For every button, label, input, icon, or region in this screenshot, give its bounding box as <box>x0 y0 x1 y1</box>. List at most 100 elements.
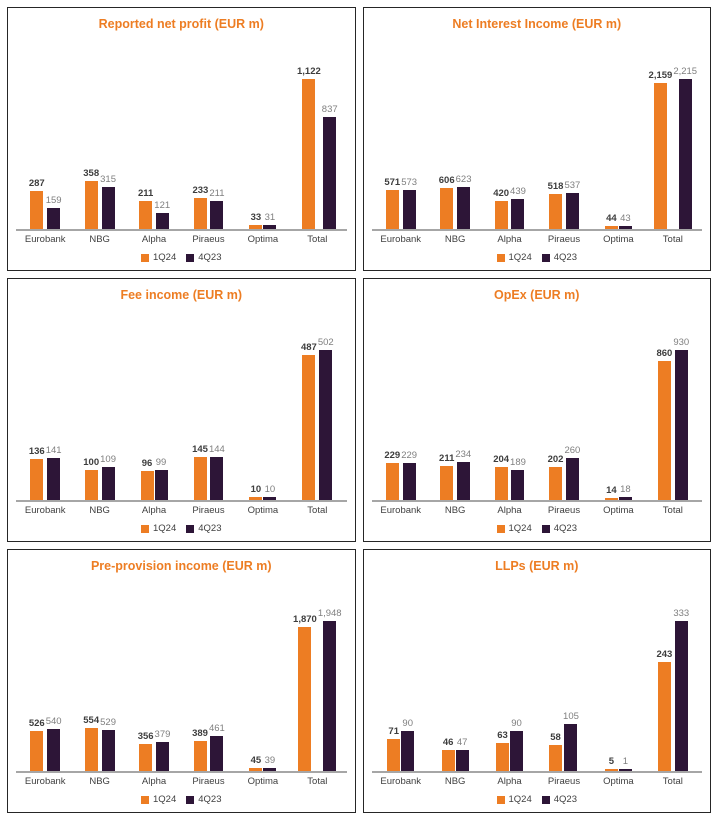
legend-item-4q23: 4Q23 <box>186 523 222 534</box>
bar-pair: 860 930 <box>656 337 689 500</box>
category-label: Optima <box>247 776 279 787</box>
category-label: Optima <box>603 234 634 245</box>
bar-wrap: 518 <box>548 181 563 229</box>
chart-title: OpEx (EUR m) <box>494 288 580 302</box>
bar <box>511 469 525 500</box>
category-label: Piraeus <box>547 776 581 787</box>
chart-title: Fee income (EUR m) <box>120 288 243 302</box>
bar-wrap: 420 <box>493 188 509 229</box>
bar-group: 389 461 <box>181 723 235 771</box>
bar <box>385 463 399 500</box>
bar <box>298 627 312 771</box>
bar-pair: 1,870 1,948 <box>293 608 342 771</box>
bar-value-label: 420 <box>493 187 510 199</box>
bar-wrap: 46 <box>441 737 455 771</box>
bar <box>101 730 115 771</box>
legend-item-1q24: 1Q24 <box>496 252 532 263</box>
bar <box>511 199 525 229</box>
bar-value-label: 46 <box>442 737 454 749</box>
bar <box>385 190 399 229</box>
bar-wrap: 860 <box>656 348 672 500</box>
bar-wrap: 10 <box>263 484 277 500</box>
bar-wrap: 10 <box>249 484 263 500</box>
bar <box>30 459 44 500</box>
bar <box>47 457 61 500</box>
bar <box>604 226 618 229</box>
bar <box>496 742 510 771</box>
bar-group: 571 573 <box>374 177 428 229</box>
bar-group: 287 159 <box>18 178 72 229</box>
category-label: Piraeus <box>192 776 225 787</box>
bar <box>101 186 115 229</box>
legend-item-1q24: 1Q24 <box>496 794 532 805</box>
bar-pair: 526 540 <box>29 716 62 771</box>
bar <box>193 456 207 500</box>
legend-label-1q24: 1Q24 <box>508 252 532 263</box>
bar-wrap: 1,948 <box>318 608 342 771</box>
legend-item-4q23: 4Q23 <box>186 794 222 805</box>
legend-label-1q24: 1Q24 <box>508 523 532 534</box>
bar-value-label: 141 <box>45 444 62 456</box>
panel-reported-net-profit: Reported net profit (EUR m) 287 159 358 315… <box>7 7 356 271</box>
bar-wrap: 109 <box>100 454 116 500</box>
bar-group: 96 99 <box>127 457 181 500</box>
category-label: NBG <box>89 234 110 245</box>
bar-wrap: 234 <box>455 449 471 500</box>
legend: 1Q24 4Q23 <box>16 252 347 263</box>
bar-wrap: 526 <box>29 718 45 771</box>
bar-value-label: 159 <box>45 194 62 206</box>
bar-group: 2,159 2,215 <box>646 66 700 229</box>
bar-pair: 389 461 <box>192 723 225 771</box>
bar <box>549 744 563 771</box>
bar-group: 1,870 1,948 <box>290 608 344 771</box>
bar-wrap: 554 <box>83 715 99 771</box>
bar <box>210 735 224 771</box>
bar-pair: 233 211 <box>192 185 224 229</box>
bar <box>618 769 632 771</box>
bar-value-label: 211 <box>439 453 455 464</box>
bar-wrap: 204 <box>493 454 509 500</box>
legend-label-1q24: 1Q24 <box>508 794 532 805</box>
bar-value-label: 439 <box>510 186 526 198</box>
panel-opex: OpEx (EUR m) 229 229 211 234 204 189 202 260 14 1… <box>362 278 711 542</box>
category-label: Total <box>662 776 683 787</box>
bar-wrap: 287 <box>29 178 45 229</box>
legend-label-1q24: 1Q24 <box>153 523 177 534</box>
bar-pair: 45 39 <box>249 755 277 771</box>
bar <box>455 749 469 771</box>
bar-value-label: 529 <box>100 717 116 729</box>
bar-wrap: 260 <box>564 445 580 500</box>
bar-pair: 211 121 <box>138 188 170 229</box>
bar <box>456 462 470 500</box>
bar-group: 358 315 <box>72 168 126 229</box>
bar <box>604 768 618 771</box>
category-label: Optima <box>247 505 279 516</box>
legend-swatch-4q23-icon <box>186 524 195 533</box>
bar-wrap: 5 <box>604 756 618 771</box>
bar-wrap: 90 <box>401 718 415 771</box>
bar-wrap: 2,215 <box>673 66 697 229</box>
legend-label-4q23: 4Q23 <box>553 794 577 805</box>
bar-group: 518 537 <box>537 180 591 229</box>
bar-value-label: 333 <box>673 608 690 619</box>
bar-pair: 46 47 <box>441 737 469 771</box>
legend-swatch-4q23-icon <box>541 253 550 262</box>
bar-wrap: 71 <box>387 726 401 771</box>
bar <box>47 729 61 771</box>
bar <box>674 350 688 500</box>
panel-fee-income: Fee income (EUR m) 136 141 100 109 96 99 145 14… <box>7 278 356 542</box>
bar-value-label: 90 <box>511 717 522 729</box>
bar-pair: 71 90 <box>387 718 415 771</box>
bar-group: 10 10 <box>236 484 290 500</box>
bar-pair: 100 109 <box>83 454 116 500</box>
bar-wrap: 571 <box>384 177 400 229</box>
category-label: Total <box>307 776 328 787</box>
bar-value-label: 109 <box>100 454 116 466</box>
category-label: Optima <box>603 776 634 787</box>
legend-swatch-4q23-icon <box>186 253 195 262</box>
x-axis: Eurobank NBG Alpha Piraeus Optima Total <box>16 776 347 787</box>
bar-value-label: 39 <box>264 755 276 766</box>
bar-value-label: 606 <box>438 175 455 186</box>
legend-swatch-4q23-icon <box>541 524 550 533</box>
